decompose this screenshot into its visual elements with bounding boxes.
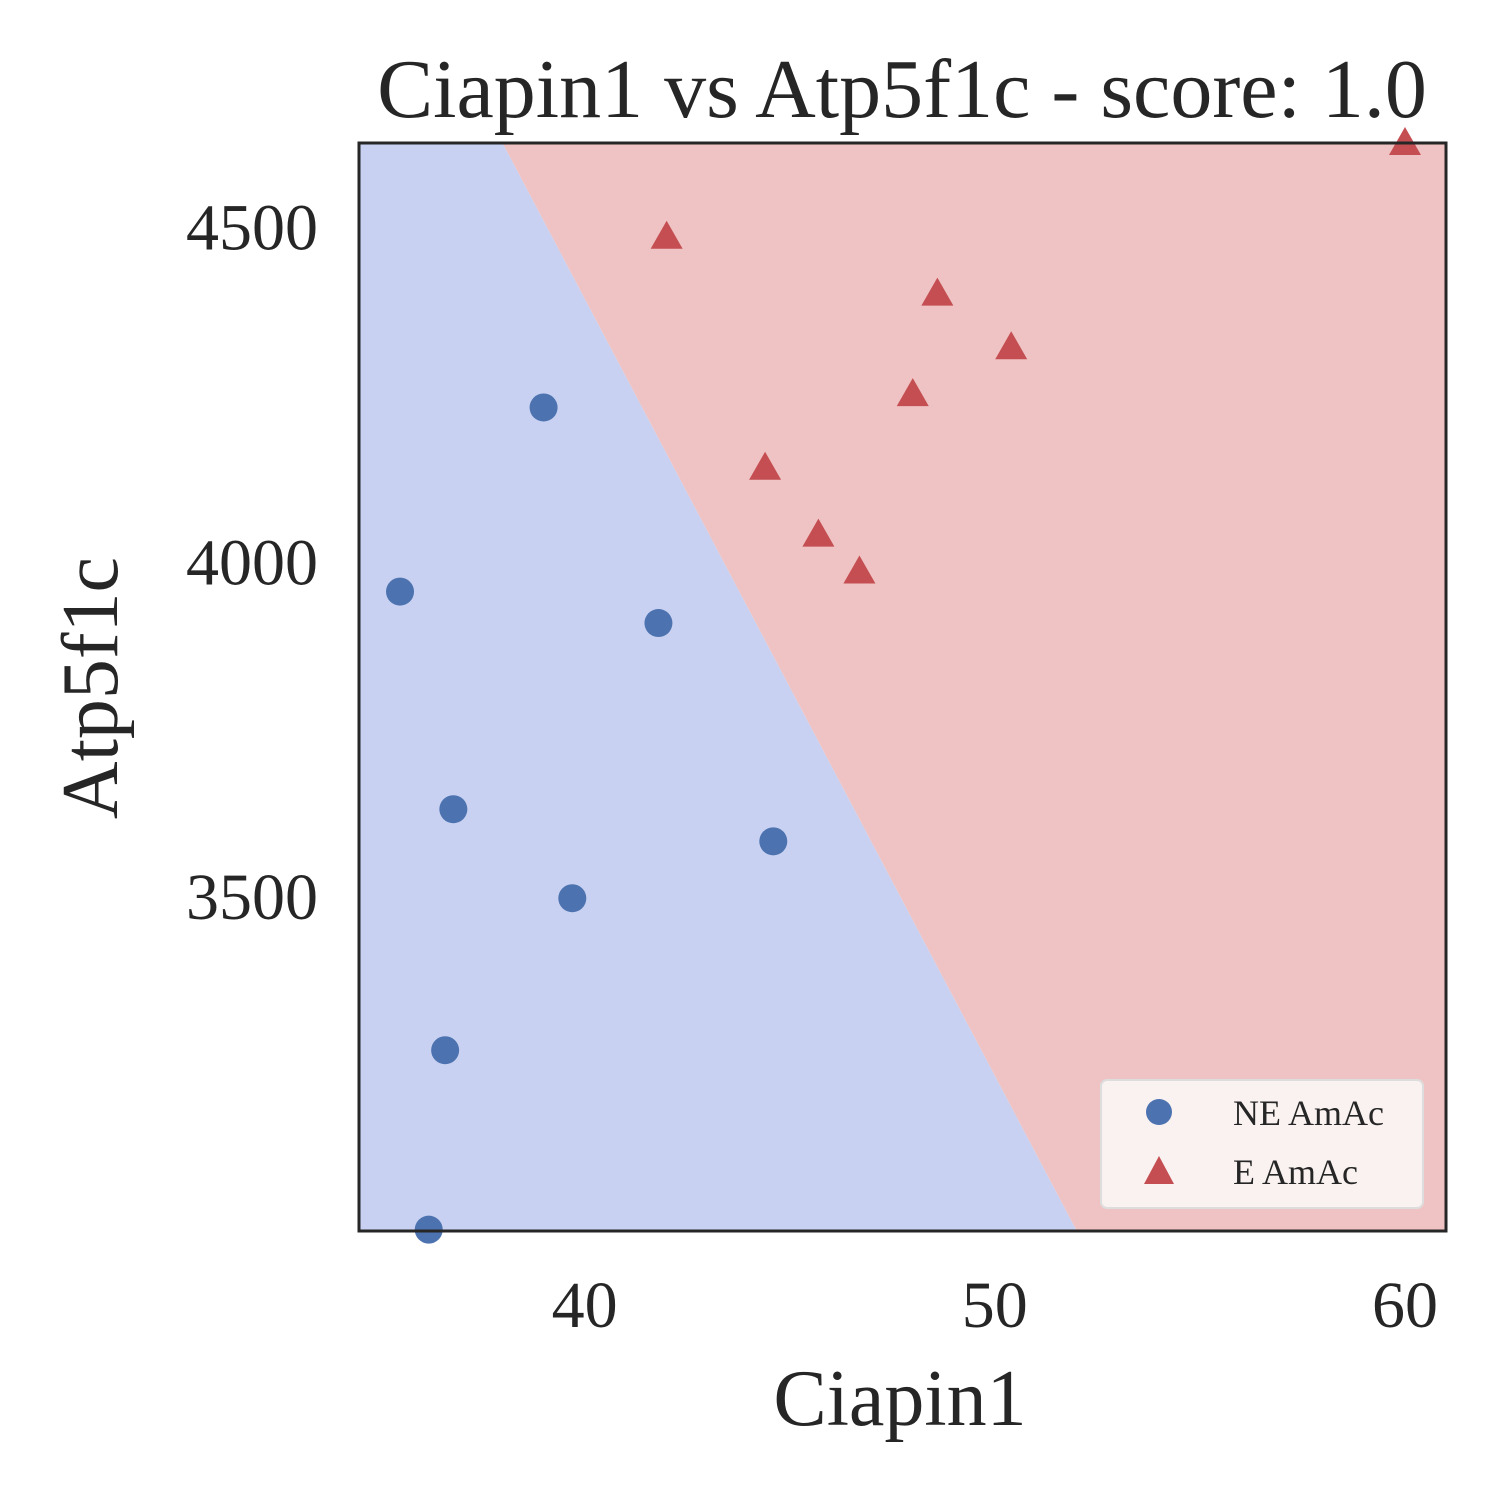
chart-title: Ciapin1 vs Atp5f1c - score: 1.0 <box>377 43 1427 136</box>
point-ne-amac-0 <box>386 577 415 606</box>
axis-ticks: 40 50 60 3500 4000 4500 <box>186 192 1438 1342</box>
legend-box <box>1100 1079 1424 1209</box>
y-tick-label-1: 4000 <box>186 526 318 599</box>
point-ne-amac-2 <box>644 609 673 638</box>
plot-frame <box>357 141 1448 1233</box>
point-e-amac-3 <box>896 378 929 407</box>
decision-regions <box>359 143 1446 1231</box>
x-tick-label-2: 60 <box>1372 1269 1438 1342</box>
x-axis-label: Ciapin1 <box>773 1355 1026 1443</box>
legend-label-ne-amac: NE AmAc <box>1233 1093 1384 1133</box>
legend-marker-ne-amac <box>1146 1099 1172 1125</box>
point-ne-amac-3 <box>439 795 468 824</box>
x-tick-label-1: 50 <box>962 1269 1028 1342</box>
point-ne-amac-6 <box>431 1036 460 1065</box>
point-ne-amac-5 <box>558 884 587 913</box>
point-ne-amac-4 <box>759 827 788 856</box>
point-e-amac-5 <box>802 518 835 547</box>
legend-marker-e-amac <box>1144 1156 1174 1184</box>
point-e-amac-2 <box>995 331 1028 360</box>
y-axis-label: Atp5f1c <box>47 557 135 819</box>
point-e-amac-1 <box>921 277 954 306</box>
point-e-amac-4 <box>749 451 782 480</box>
scatter-points <box>386 127 1421 1244</box>
point-e-amac-0 <box>650 220 683 249</box>
y-tick-label-2: 4500 <box>186 192 318 265</box>
legend: NE AmAc E AmAc <box>1100 1079 1424 1209</box>
region-e-amac <box>502 143 1446 1231</box>
point-e-amac-6 <box>843 555 876 584</box>
point-ne-amac-1 <box>529 393 558 422</box>
point-e-amac-7 <box>1388 127 1421 155</box>
x-tick-label-0: 40 <box>552 1269 618 1342</box>
legend-label-e-amac: E AmAc <box>1233 1152 1358 1192</box>
y-tick-label-0: 3500 <box>186 861 318 934</box>
